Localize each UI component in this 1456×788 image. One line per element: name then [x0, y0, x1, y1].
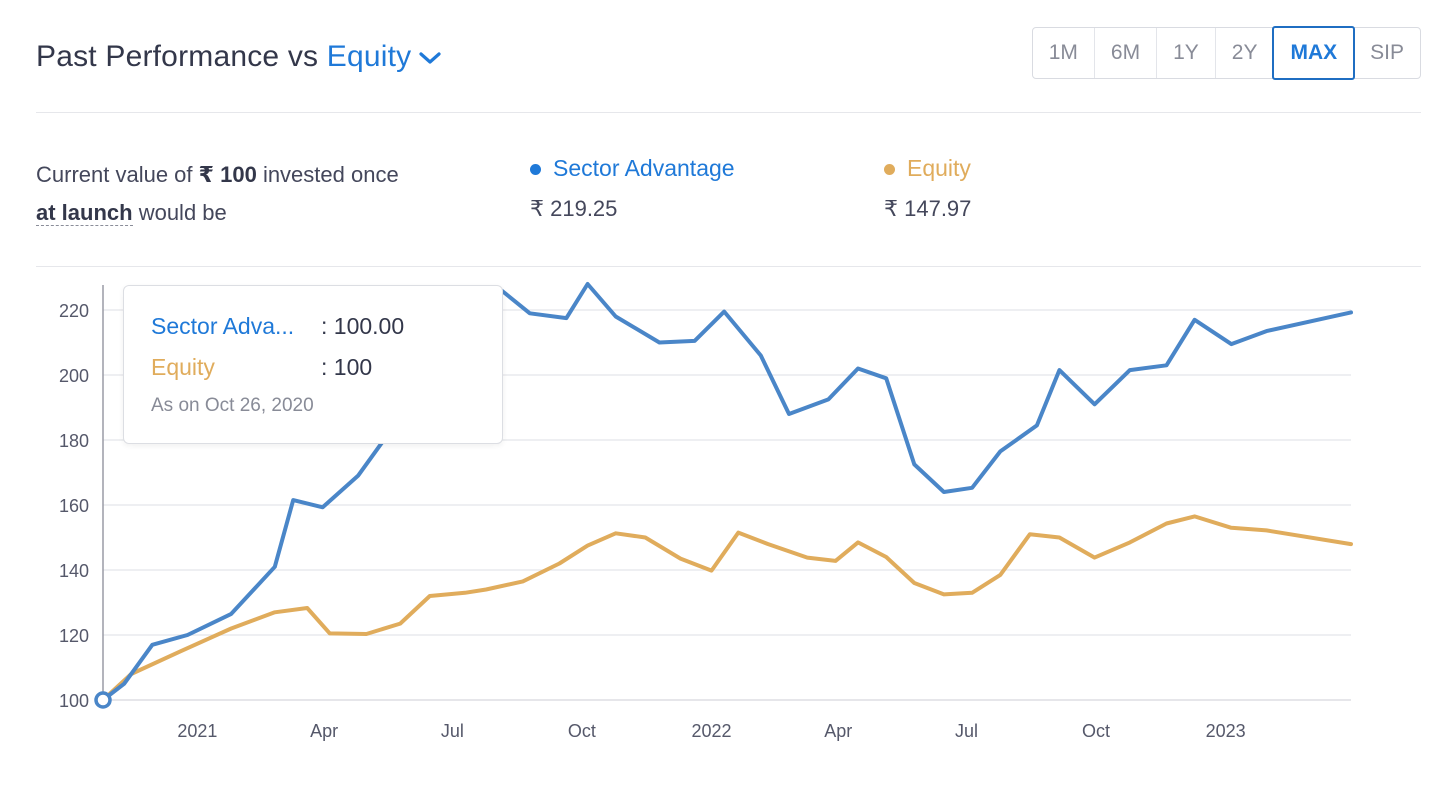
range-button-sip[interactable]: SIP [1370, 41, 1404, 64]
summary-prefix: Current value of [36, 162, 193, 187]
tooltip-label: Equity [151, 354, 215, 380]
summary-amount: 100 [220, 162, 257, 187]
x-tick-label: Jul [441, 721, 464, 741]
legend-value: ₹ 147.97 [884, 196, 972, 221]
tooltip-label: Sector Adva... [151, 313, 295, 339]
header-divider [36, 112, 1421, 113]
legend-equity: Equity ₹ 147.97 [884, 155, 971, 222]
x-tick-label: 2022 [691, 721, 731, 741]
x-tick-label: Jul [955, 721, 978, 741]
x-tick-label: Oct [568, 721, 596, 741]
summary-suffix: invested once [262, 162, 399, 187]
x-tick-label: Apr [310, 721, 338, 741]
tooltip-row-equity: Equity : 100 [151, 354, 372, 381]
y-tick-label: 100 [59, 691, 89, 711]
tooltip-date: As on Oct 26, 2020 [151, 395, 314, 416]
legend-value: ₹ 219.25 [530, 196, 618, 221]
benchmark-selected[interactable]: Equity [326, 40, 412, 73]
tooltip-row-sector: Sector Adva... : 100.00 [151, 313, 404, 340]
y-tick-label: 120 [59, 626, 89, 646]
legend-name: Sector Advantage [553, 155, 735, 181]
y-tick-label: 160 [59, 496, 89, 516]
summary-currency: ₹ [198, 162, 214, 187]
x-tick-label: Oct [1082, 721, 1110, 741]
range-button-6m[interactable]: 6M [1095, 28, 1158, 78]
summary-tail: would be [138, 200, 227, 225]
range-selector: 1M 6M 1Y 2Y MAX SIP [1031, 26, 1421, 80]
series-line-equity [101, 514, 1353, 702]
chart-header: Past Performance vs Equity 1M 6M 1Y 2Y MAX SI… [36, 26, 1421, 86]
page-title: Past Performance vs Equity [36, 40, 441, 75]
tooltip-value: : 100.00 [321, 313, 405, 339]
x-tick-label: 2023 [1206, 721, 1246, 741]
y-tick-label: 140 [59, 561, 89, 581]
range-button-1y[interactable]: 1Y [1157, 28, 1216, 78]
legend-sector-advantage: Sector Advantage ₹ 219.25 [530, 155, 735, 222]
x-tick-label: Apr [824, 721, 852, 741]
summary-text: Current value of ₹ 100 invested once at … [36, 156, 399, 232]
chevron-down-icon[interactable] [419, 39, 441, 73]
hover-marker [94, 691, 112, 709]
y-tick-label: 220 [59, 301, 89, 321]
chart-tooltip: Sector Adva... : 100.00 Equity : 100 As on… [123, 285, 503, 444]
at-launch-link[interactable]: at launch [36, 200, 133, 226]
legend-dot-icon [884, 164, 895, 175]
summary-divider [36, 266, 1421, 267]
y-tick-label: 180 [59, 431, 89, 451]
range-button-2y[interactable]: 2Y [1216, 28, 1275, 78]
legend-name: Equity [907, 155, 971, 181]
tooltip-value: : 100 [321, 354, 373, 380]
benchmark-selector[interactable]: Equity [327, 40, 442, 73]
x-tick-label: 2021 [177, 721, 217, 741]
title-prefix: Past Performance vs [36, 40, 319, 73]
legend-dot-icon [530, 164, 541, 175]
range-button-max[interactable]: MAX [1272, 26, 1355, 80]
y-tick-label: 200 [59, 366, 89, 386]
range-button-1m[interactable]: 1M [1033, 28, 1095, 78]
series-line-sector-advantage [101, 282, 1353, 702]
